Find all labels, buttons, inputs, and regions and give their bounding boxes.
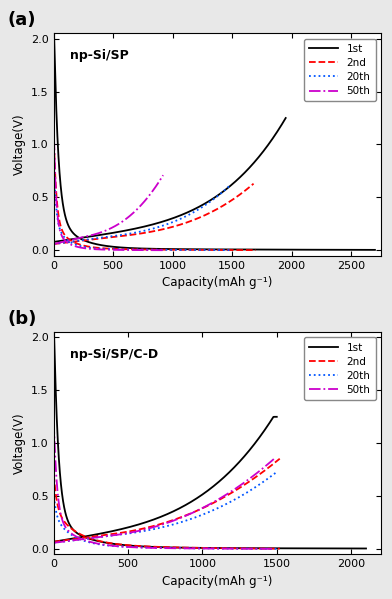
Legend: 1st, 2nd, 20th, 50th: 1st, 2nd, 20th, 50th [304,337,376,400]
Legend: 1st, 2nd, 20th, 50th: 1st, 2nd, 20th, 50th [304,38,376,101]
Text: (a): (a) [8,11,36,29]
X-axis label: Capacity(mAh g⁻¹): Capacity(mAh g⁻¹) [162,276,272,289]
Text: np-Si/SP: np-Si/SP [70,49,129,62]
Y-axis label: Voltage(V): Voltage(V) [13,413,25,474]
X-axis label: Capacity(mAh g⁻¹): Capacity(mAh g⁻¹) [162,575,272,588]
Text: np-Si/SP/C-D: np-Si/SP/C-D [70,347,158,361]
Y-axis label: Voltage(V): Voltage(V) [13,114,25,176]
Text: (b): (b) [8,310,37,328]
